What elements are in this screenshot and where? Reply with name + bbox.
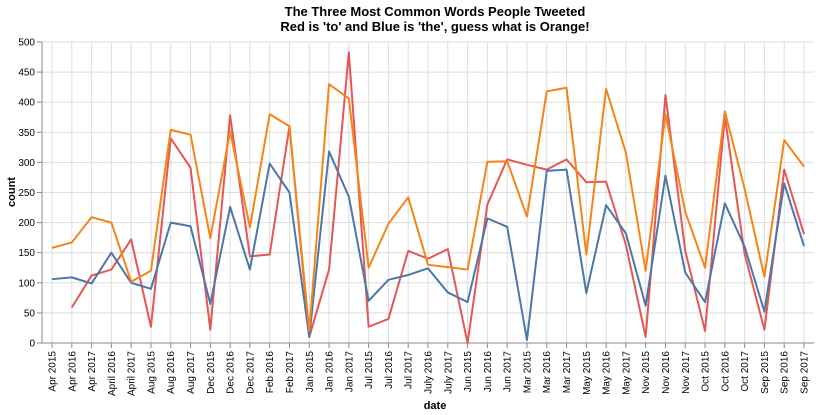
x-tick-label: Jul 2017 [404, 351, 415, 389]
x-tick-label: Mar 2015 [522, 351, 533, 394]
y-tick-label: 450 [18, 68, 35, 79]
y-tick-label: 400 [18, 98, 35, 109]
y-tick-label: 100 [18, 278, 35, 289]
x-tick-label: Jun 2015 [463, 351, 474, 393]
x-tick-label: Apr 2017 [87, 351, 98, 392]
x-tick-label: Aug 2015 [146, 351, 157, 394]
x-tick-label: Oct 2016 [720, 351, 731, 392]
x-tick-label: Apr 2016 [67, 351, 78, 392]
axes: 0 50 100 150 200 250 300 350 400 450 500 Apr 2015 Ap… [18, 38, 814, 396]
x-tick-label: Nov 2016 [661, 351, 672, 394]
x-tick-label: July 2017 [443, 351, 454, 394]
x-tick-label: May 2016 [602, 351, 613, 395]
x-tick-label: Sep 2017 [800, 351, 811, 394]
x-tick-label: Mar 2017 [562, 351, 573, 394]
x-tick-label: Aug 2017 [186, 351, 197, 394]
x-tick-label: Sep 2016 [780, 351, 791, 394]
series-line-2 [51, 83, 805, 332]
x-tick-label: Jan 2017 [344, 351, 355, 393]
y-tick-label: 50 [24, 308, 36, 319]
x-tick-label: Aug 2016 [166, 351, 177, 394]
x-tick-label: Apr 2015 [48, 351, 59, 392]
x-tick-label: Feb 2017 [285, 351, 296, 394]
y-tick-label: 250 [18, 188, 35, 199]
x-tick-label: Jul 2015 [364, 351, 375, 389]
gridlines [42, 41, 814, 344]
x-tick-label: April 2017 [127, 351, 138, 396]
x-tick-label: Oct 2015 [701, 351, 712, 392]
x-tick-label: Dec 2016 [226, 351, 237, 394]
x-tick-label: Dec 2017 [245, 351, 256, 394]
x-tick-label: Feb 2016 [265, 351, 276, 394]
x-tick-label: Jan 2016 [325, 351, 336, 393]
y-axis-title: count [6, 177, 18, 207]
y-tick-label: 500 [18, 38, 35, 49]
series-line-1 [51, 150, 805, 341]
chart-title: The Three Most Common Words People Tweet… [285, 4, 586, 19]
y-tick-label: 0 [29, 339, 35, 350]
y-tick-label: 150 [18, 248, 35, 259]
x-tick-label: April 2016 [107, 351, 118, 396]
y-tick-label: 350 [18, 128, 35, 139]
x-tick-label: Oct 2017 [740, 351, 751, 392]
x-tick-label: Jun 2016 [483, 351, 494, 393]
x-tick-label: May 2015 [582, 351, 593, 395]
x-tick-label: Jun 2017 [503, 351, 514, 393]
x-tick-label: Sep 2015 [760, 351, 771, 394]
x-tick-label: Dec 2015 [206, 351, 217, 394]
x-tick-label: Jan 2015 [305, 351, 316, 393]
x-tick-label: July 2016 [424, 351, 435, 394]
x-tick-label: Jul 2016 [384, 351, 395, 389]
chart-subtitle: Red is 'to' and Blue is 'the', guess wha… [280, 19, 589, 34]
series-line-0 [70, 51, 805, 344]
x-tick-label: Mar 2016 [542, 351, 553, 394]
x-tick-label: Nov 2017 [681, 351, 692, 394]
x-tick-label: Nov 2015 [641, 351, 652, 394]
x-tick-label: May 2017 [621, 351, 632, 395]
y-tick-label: 300 [18, 158, 35, 169]
x-axis-title: date [424, 400, 447, 412]
series-lines [51, 51, 805, 344]
y-tick-label: 200 [18, 218, 35, 229]
